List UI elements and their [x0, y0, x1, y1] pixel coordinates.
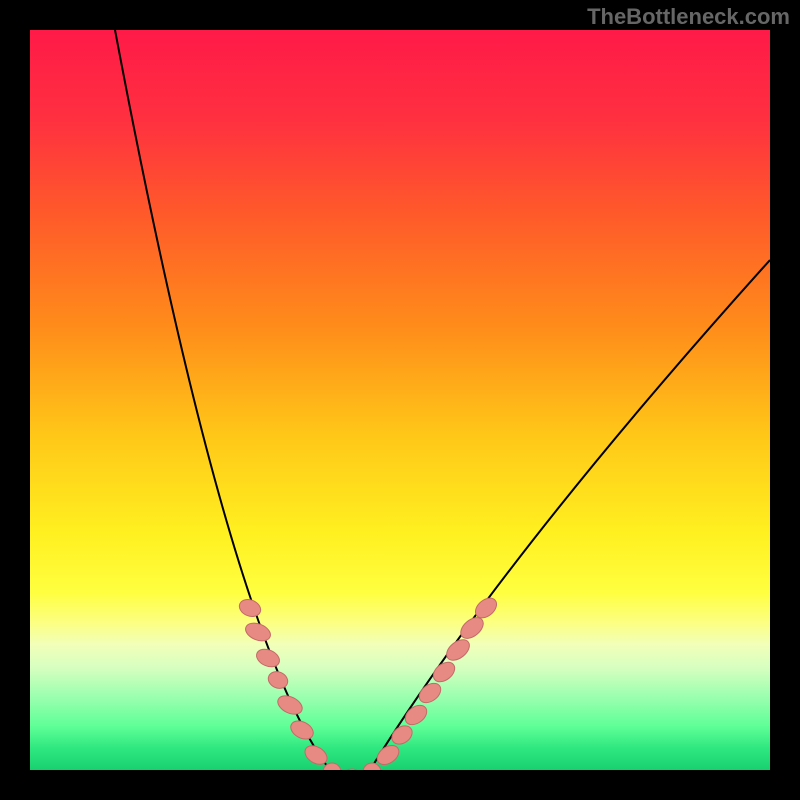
bottleneck-chart-svg	[0, 0, 800, 800]
chart-container: TheBottleneck.com	[0, 0, 800, 800]
gradient-background	[30, 30, 770, 770]
watermark-text: TheBottleneck.com	[587, 4, 790, 30]
